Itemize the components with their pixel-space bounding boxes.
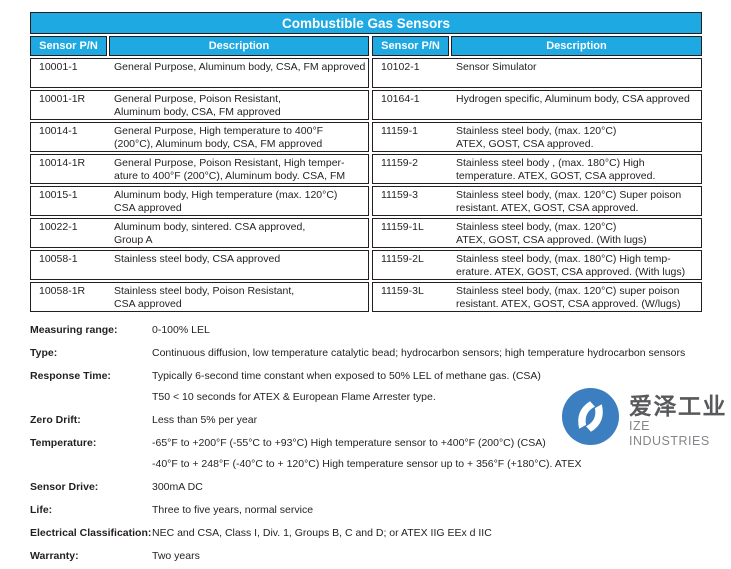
- sensor-pn: 10001-1: [39, 61, 78, 73]
- spec-value: 300mA DC: [152, 481, 203, 493]
- table-row: 10058-1 Stainless steel body, CSA approv…: [30, 250, 369, 280]
- column-header-desc-left: Description: [109, 36, 369, 56]
- sensors-table: Sensor P/N Description 10001-1 General P…: [30, 36, 702, 312]
- table-row: 11159-2L Stainless steel body, (max. 180…: [372, 250, 702, 280]
- logo-chinese-name: 爱泽工业: [629, 393, 727, 419]
- sensor-pn: 10014-1R: [39, 157, 86, 169]
- column-header-desc-right: Description: [451, 36, 702, 56]
- spec-row: Sensor Drive: 300mA DC: [30, 477, 730, 498]
- spec-row: Type: Continuous diffusion, low temperat…: [30, 343, 730, 364]
- table-row: 10001-1R General Purpose, Poison Resista…: [30, 90, 369, 120]
- spec-value: Less than 5% per year: [152, 414, 258, 426]
- spec-label: Zero Drift:: [30, 414, 81, 426]
- sensor-desc: Stainless steel body, (max. 120°C) Super…: [456, 189, 682, 214]
- table-row: 11159-3L Stainless steel body, (max. 120…: [372, 282, 702, 312]
- spec-value: 0-100% LEL: [152, 324, 210, 336]
- sensor-pn: 10015-1: [39, 189, 78, 201]
- sensor-pn: 10058-1R: [39, 285, 86, 297]
- spec-value: Typically 6-second time constant when ex…: [152, 370, 541, 403]
- sensor-desc: Stainless steel body, Poison Resistant, …: [114, 285, 295, 310]
- sensor-pn: 10022-1: [39, 221, 78, 233]
- table-row: 11159-1L Stainless steel body, (max. 120…: [372, 218, 702, 248]
- logo-english-name: IZE INDUSTRIES: [629, 419, 710, 448]
- table-row: 10022-1 Aluminum body, sintered. CSA app…: [30, 218, 369, 248]
- spec-label: Temperature:: [30, 437, 97, 449]
- table-row: 10015-1 Aluminum body, High temperature …: [30, 186, 369, 216]
- spec-row: Warranty: Two years: [30, 546, 730, 567]
- sensor-desc: Aluminum body, sintered. CSA approved, G…: [114, 221, 306, 246]
- sensor-pn: 11159-2: [381, 157, 418, 169]
- sensors-table-left: Sensor P/N Description 10001-1 General P…: [30, 36, 369, 312]
- sensor-desc: Sensor Simulator: [456, 61, 537, 73]
- spec-value: Continuous diffusion, low temperature ca…: [152, 347, 686, 359]
- spec-label: Response Time:: [30, 370, 111, 382]
- spec-label: Type:: [30, 347, 58, 359]
- sensor-pn: 11159-1L: [381, 221, 424, 233]
- sensor-desc: General Purpose, High temperature to 400…: [114, 125, 324, 150]
- spec-row: Electrical Classification: NEC and CSA, …: [30, 523, 730, 544]
- table-header-row-left: Sensor P/N Description: [30, 36, 369, 56]
- sensor-desc: Stainless steel body, CSA approved: [114, 253, 281, 265]
- sensor-desc: Aluminum body, High temperature (max. 12…: [114, 189, 338, 214]
- table-row: 10014-1 General Purpose, High temperatur…: [30, 122, 369, 152]
- company-logo: 爱泽工业 IZE INDUSTRIES: [561, 383, 731, 449]
- column-header-pn-left: Sensor P/N: [30, 36, 107, 56]
- spec-label: Electrical Classification:: [30, 527, 152, 539]
- sensor-pn: 11159-1: [381, 125, 418, 137]
- sensor-desc: Stainless steel body , (max. 180°C) High…: [456, 157, 656, 182]
- logo-text-block: 爱泽工业 IZE INDUSTRIES: [629, 383, 731, 449]
- table-row: 10014-1R General Purpose, Poison Resista…: [30, 154, 369, 184]
- sensor-desc: Stainless steel body, (max. 120°C) super…: [456, 285, 681, 310]
- sensor-pn: 10102-1: [381, 61, 420, 73]
- sensor-desc: Stainless steel body, (max. 120°C) ATEX,…: [456, 125, 617, 150]
- sensor-pn: 11159-3: [381, 189, 418, 201]
- table-row: 10102-1 Sensor Simulator: [372, 58, 702, 88]
- table-row: 10164-1 Hydrogen specific, Aluminum body…: [372, 90, 702, 120]
- sensor-desc: General Purpose, Aluminum body, CSA, FM …: [114, 61, 366, 73]
- table-header-row-right: Sensor P/N Description: [372, 36, 702, 56]
- spec-value: Two years: [152, 550, 200, 562]
- spec-list: Measuring range: 0-100% LEL Type: Contin…: [30, 320, 730, 569]
- spec-row: Temperature: -65°F to +200°F (-55°C to +…: [30, 433, 730, 475]
- spec-label: Warranty:: [30, 550, 79, 562]
- sensor-desc: Stainless steel body, (max. 180°C) High …: [456, 253, 686, 278]
- spec-row: Response Time: Typically 6-second time c…: [30, 366, 730, 408]
- column-header-pn-right: Sensor P/N: [372, 36, 449, 56]
- sensor-pn: 10001-1R: [39, 93, 86, 105]
- spec-label: Life:: [30, 504, 53, 516]
- sensor-pn: 11159-2L: [381, 253, 424, 265]
- sensor-pn: 10058-1: [39, 253, 78, 265]
- sensor-desc: General Purpose, Poison Resistant, High …: [114, 157, 346, 182]
- table-row: 11159-2 Stainless steel body , (max. 180…: [372, 154, 702, 184]
- spec-value: -65°F to +200°F (-55°C to +93°C) High te…: [152, 437, 582, 470]
- spec-row: Life: Three to five years, normal servic…: [30, 500, 730, 521]
- table-title: Combustible Gas Sensors: [30, 12, 702, 34]
- sensor-desc: Hydrogen specific, Aluminum body, CSA ap…: [456, 93, 690, 105]
- datasheet-page: Combustible Gas Sensors Sensor P/N Descr…: [30, 12, 702, 312]
- ize-logo-mark-icon: [561, 387, 620, 445]
- spec-value: NEC and CSA, Class I, Div. 1, Groups B, …: [152, 527, 492, 539]
- sensor-pn: 11159-3L: [381, 285, 424, 297]
- sensor-pn: 10014-1: [39, 125, 78, 137]
- spec-label: Sensor Drive:: [30, 481, 99, 493]
- sensors-table-right: Sensor P/N Description 10102-1 Sensor Si…: [372, 36, 702, 312]
- table-row: 10058-1R Stainless steel body, Poison Re…: [30, 282, 369, 312]
- table-row: 11159-3 Stainless steel body, (max. 120°…: [372, 186, 702, 216]
- sensor-desc: General Purpose, Poison Resistant, Alumi…: [114, 93, 281, 118]
- table-row: 11159-1 Stainless steel body, (max. 120°…: [372, 122, 702, 152]
- spec-row: Measuring range: 0-100% LEL: [30, 320, 730, 341]
- spec-row: Zero Drift: Less than 5% per year: [30, 410, 730, 431]
- table-row: 10001-1 General Purpose, Aluminum body, …: [30, 58, 369, 88]
- spec-value: Three to five years, normal service: [152, 504, 314, 516]
- sensor-desc: Stainless steel body, (max. 120°C) ATEX,…: [456, 221, 647, 246]
- spec-label: Measuring range:: [30, 324, 118, 336]
- sensor-pn: 10164-1: [381, 93, 420, 105]
